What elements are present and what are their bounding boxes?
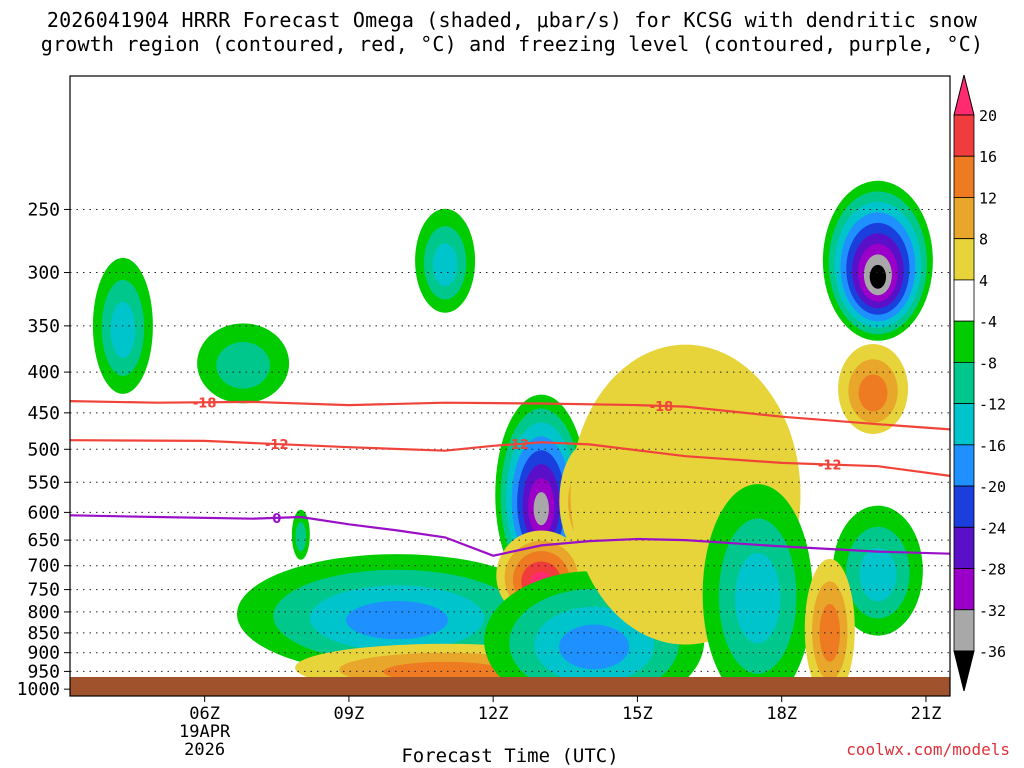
colorbar-label: 16 (979, 148, 997, 166)
colorbar-swatch (953, 609, 975, 652)
colorbar-swatch (953, 279, 975, 322)
colorbar-swatch (953, 320, 975, 363)
colorbar-label: 4 (979, 272, 988, 290)
date-label: 19APR (179, 722, 231, 742)
x-axis-label: Forecast Time (UTC) (401, 745, 619, 767)
y-tick-label: 850 (27, 623, 60, 644)
isotherm-line (69, 514, 951, 557)
omega-contour-band (216, 341, 270, 389)
x-tick-label: 15Z (622, 704, 653, 724)
isotherm-line (69, 400, 951, 431)
colorbar-swatch (953, 238, 975, 281)
omega-contour-band (559, 624, 630, 670)
omega-region (415, 208, 476, 313)
colorbar-swatch (953, 568, 975, 611)
colorbar-swatch (953, 403, 975, 446)
y-tick-label: 950 (27, 661, 60, 682)
temperature-contours: -18 -18 -12 -12 -12 0 (69, 396, 951, 557)
colorbar-label: -12 (979, 396, 1006, 414)
y-tick-label: 450 (27, 403, 60, 424)
colorbar-label: 20 (979, 107, 997, 125)
colorbar-label: -36 (979, 643, 1006, 661)
colorbar-label: -20 (979, 478, 1006, 496)
colorbar-top-arrow (953, 74, 975, 116)
colorbar-swatch (953, 485, 975, 528)
omega-contour-band (383, 661, 507, 678)
colorbar-label: -28 (979, 561, 1006, 579)
isotherm-label: -18 (193, 396, 217, 411)
colorbar-swatch (953, 444, 975, 487)
colorbar-label: -4 (979, 313, 997, 331)
colorbar-swatch (953, 361, 975, 405)
omega-contour-band (295, 522, 307, 552)
chart-title-line-1: 2026041904 HRRR Forecast Omega (shaded, … (46, 8, 978, 32)
omega-contour-band (533, 491, 549, 526)
y-tick-label: 900 (27, 643, 60, 664)
omega-region (197, 323, 290, 404)
omega-colorbar: 20 16 12 8 4 -4 -8 -12 -16 -20 -24 -28 -32 -36 (953, 74, 1006, 692)
y-tick-label: 500 (27, 439, 60, 460)
y-tick-label: 700 (27, 556, 60, 577)
isotherm-line (69, 439, 951, 477)
omega-region (822, 180, 933, 341)
colorbar-swatch (953, 155, 975, 198)
isotherm-label: -12 (505, 438, 529, 453)
omega-region (838, 343, 909, 434)
pressure-axis: 2503003504004505005506006507007508008509… (17, 199, 70, 700)
colorbar-label: 12 (979, 189, 997, 207)
omega-contour-band (859, 547, 897, 602)
y-tick-label: 300 (27, 263, 60, 284)
x-tick-label: 21Z (911, 704, 942, 724)
x-tick-label: 06Z (189, 704, 220, 724)
y-tick-label: 250 (27, 199, 60, 220)
y-tick-label: 1000 (17, 679, 60, 700)
y-tick-label: 800 (27, 602, 60, 623)
omega-region (702, 484, 813, 678)
isotherm-label: -18 (650, 400, 674, 415)
omega-contour-band (819, 603, 841, 662)
omega-contour-band (858, 374, 888, 412)
colorbar-bottom-arrow (953, 650, 975, 692)
x-tick-label: 12Z (478, 704, 509, 724)
colorbar-label: -16 (979, 437, 1006, 455)
y-tick-label: 550 (27, 472, 60, 493)
colorbar-label: -24 (979, 519, 1006, 537)
omega-contour-band (110, 301, 136, 358)
colorbar-label: -32 (979, 602, 1006, 620)
date-label: 2026 (184, 740, 225, 760)
chart-title-line-2: growth region (contoured, red, °C) and f… (40, 32, 984, 56)
omega-contour-band (346, 600, 448, 640)
source-credit: coolwx.com/models (846, 740, 1010, 759)
omega-contour-band (869, 264, 887, 289)
omega-contour-band (735, 552, 781, 644)
x-tick-label: 18Z (766, 704, 797, 724)
colorbar-swatch (953, 197, 975, 240)
plot-frame (69, 75, 951, 697)
y-tick-label: 400 (27, 362, 60, 383)
isotherm-label: -12 (265, 438, 289, 453)
omega-region (832, 505, 923, 636)
ground-surface (70, 677, 950, 696)
y-tick-label: 750 (27, 580, 60, 601)
colorbar-swatch (953, 526, 975, 569)
omega-region (291, 509, 310, 560)
isotherm-label: 0 (272, 512, 281, 527)
omega-contour-band (432, 243, 458, 287)
y-tick-label: 350 (27, 316, 60, 337)
y-tick-label: 650 (27, 530, 60, 551)
colorbar-swatch (953, 114, 975, 157)
y-tick-label: 600 (27, 502, 60, 523)
colorbar-label: -8 (979, 354, 997, 372)
omega-region (236, 554, 557, 675)
omega-region (804, 558, 855, 678)
isotherm-label: -12 (818, 459, 842, 474)
colorbar-label: 8 (979, 231, 988, 249)
x-tick-label: 09Z (334, 704, 365, 724)
